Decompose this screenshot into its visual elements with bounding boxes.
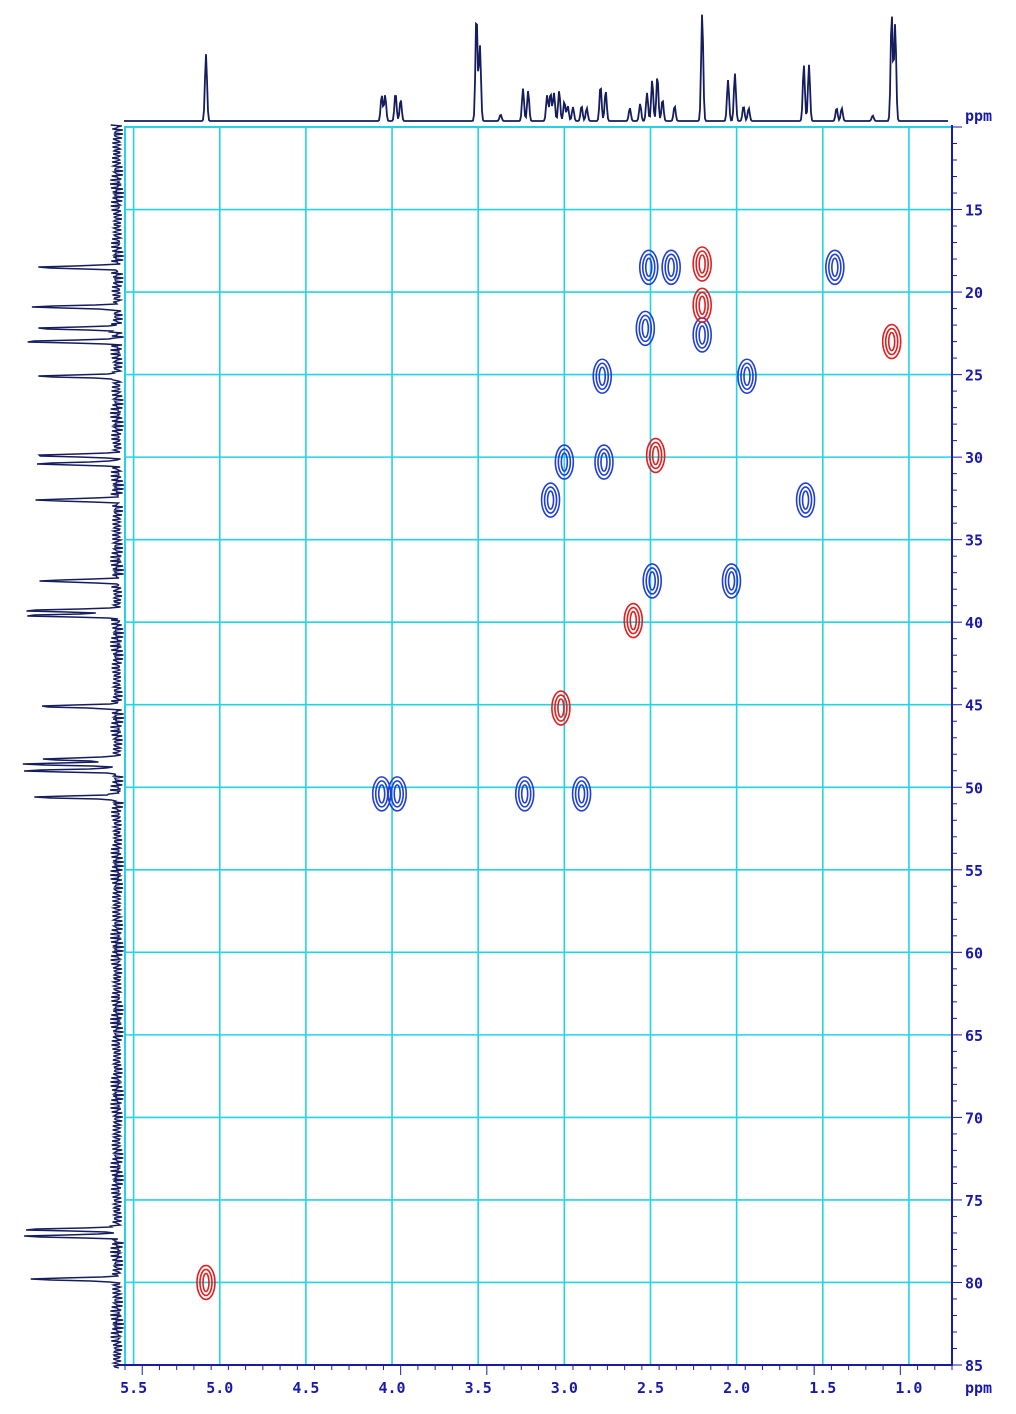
x-tick-label: 3.5 — [465, 1379, 492, 1397]
carbon-spectrum-trace — [22, 124, 125, 1369]
y-tick-label: 45 — [965, 697, 983, 715]
positive-cross-peak — [592, 358, 613, 395]
negative-cross-peak — [645, 437, 666, 474]
x-tick-label: 2.5 — [637, 1379, 664, 1397]
y-tick-label: 65 — [965, 1027, 983, 1045]
y-tick-label: 85 — [965, 1357, 983, 1375]
y-tick-label: 25 — [965, 367, 983, 385]
x-tick-label: 1.0 — [895, 1379, 922, 1397]
positive-cross-peak — [594, 444, 614, 480]
y-tick-label: 60 — [965, 944, 983, 962]
positive-cross-peak — [571, 776, 592, 812]
negative-cross-peak — [692, 246, 712, 282]
y-tick-label: 20 — [965, 284, 983, 302]
positive-cross-peak — [554, 444, 575, 480]
carbon-projection-spectrum — [22, 124, 125, 1369]
y-tick-label: 50 — [965, 779, 983, 797]
x-axis-unit-label: ppm — [965, 1379, 992, 1397]
positive-cross-peak — [387, 776, 408, 812]
x-tick-label: 1.5 — [809, 1379, 836, 1397]
plot-border — [124, 126, 953, 1366]
negative-cross-peak — [551, 690, 571, 726]
x-tick-label: 3.0 — [551, 1379, 578, 1397]
positive-cross-peak — [661, 249, 681, 286]
positive-cross-peak — [642, 563, 663, 599]
positive-cross-peak — [540, 482, 561, 518]
y-tick-label: 15 — [965, 202, 983, 220]
contour-peaks — [196, 246, 902, 1301]
x-tick-label: 5.5 — [120, 1379, 147, 1397]
positive-cross-peak — [795, 482, 816, 518]
negative-cross-peak — [623, 602, 644, 639]
x-tick-label: 4.5 — [292, 1379, 319, 1397]
negative-cross-peak — [692, 287, 712, 324]
x-tick-label: 2.0 — [723, 1379, 750, 1397]
grid-lines — [125, 127, 952, 1366]
y-axis-right: 15 20 25 30 35 40 45 50 55 60 65 70 75 80 85 — [951, 125, 983, 1375]
x-tick-label: 4.0 — [379, 1379, 406, 1397]
positive-cross-peak — [514, 776, 535, 812]
positive-cross-peak — [692, 317, 712, 353]
positive-cross-peak — [635, 310, 656, 347]
plot-frame — [124, 126, 953, 1366]
positive-cross-peak — [825, 249, 845, 286]
y-tick-label: 40 — [965, 614, 983, 632]
negative-cross-peak — [881, 323, 902, 360]
y-tick-label: 70 — [965, 1109, 983, 1127]
proton-spectrum-trace — [124, 14, 948, 123]
x-axis-bottom: 5.5 5.0 4.5 4.0 3.5 3.0 2.5 2.0 1.5 1.0 — [120, 1364, 953, 1397]
y-tick-label: 30 — [965, 449, 983, 467]
positive-cross-peak — [721, 563, 742, 599]
x-tick-label: 5.0 — [206, 1379, 233, 1397]
y-tick-label: 80 — [965, 1274, 983, 1292]
y-tick-label: 35 — [965, 532, 983, 550]
proton-projection-spectrum — [124, 14, 948, 123]
y-tick-label: 75 — [965, 1192, 983, 1210]
positive-cross-peak — [638, 249, 659, 286]
negative-cross-peak — [196, 1264, 216, 1301]
positive-cross-peak — [737, 358, 757, 395]
y-axis-unit-label: ppm — [965, 107, 992, 125]
y-tick-label: 55 — [965, 862, 983, 880]
